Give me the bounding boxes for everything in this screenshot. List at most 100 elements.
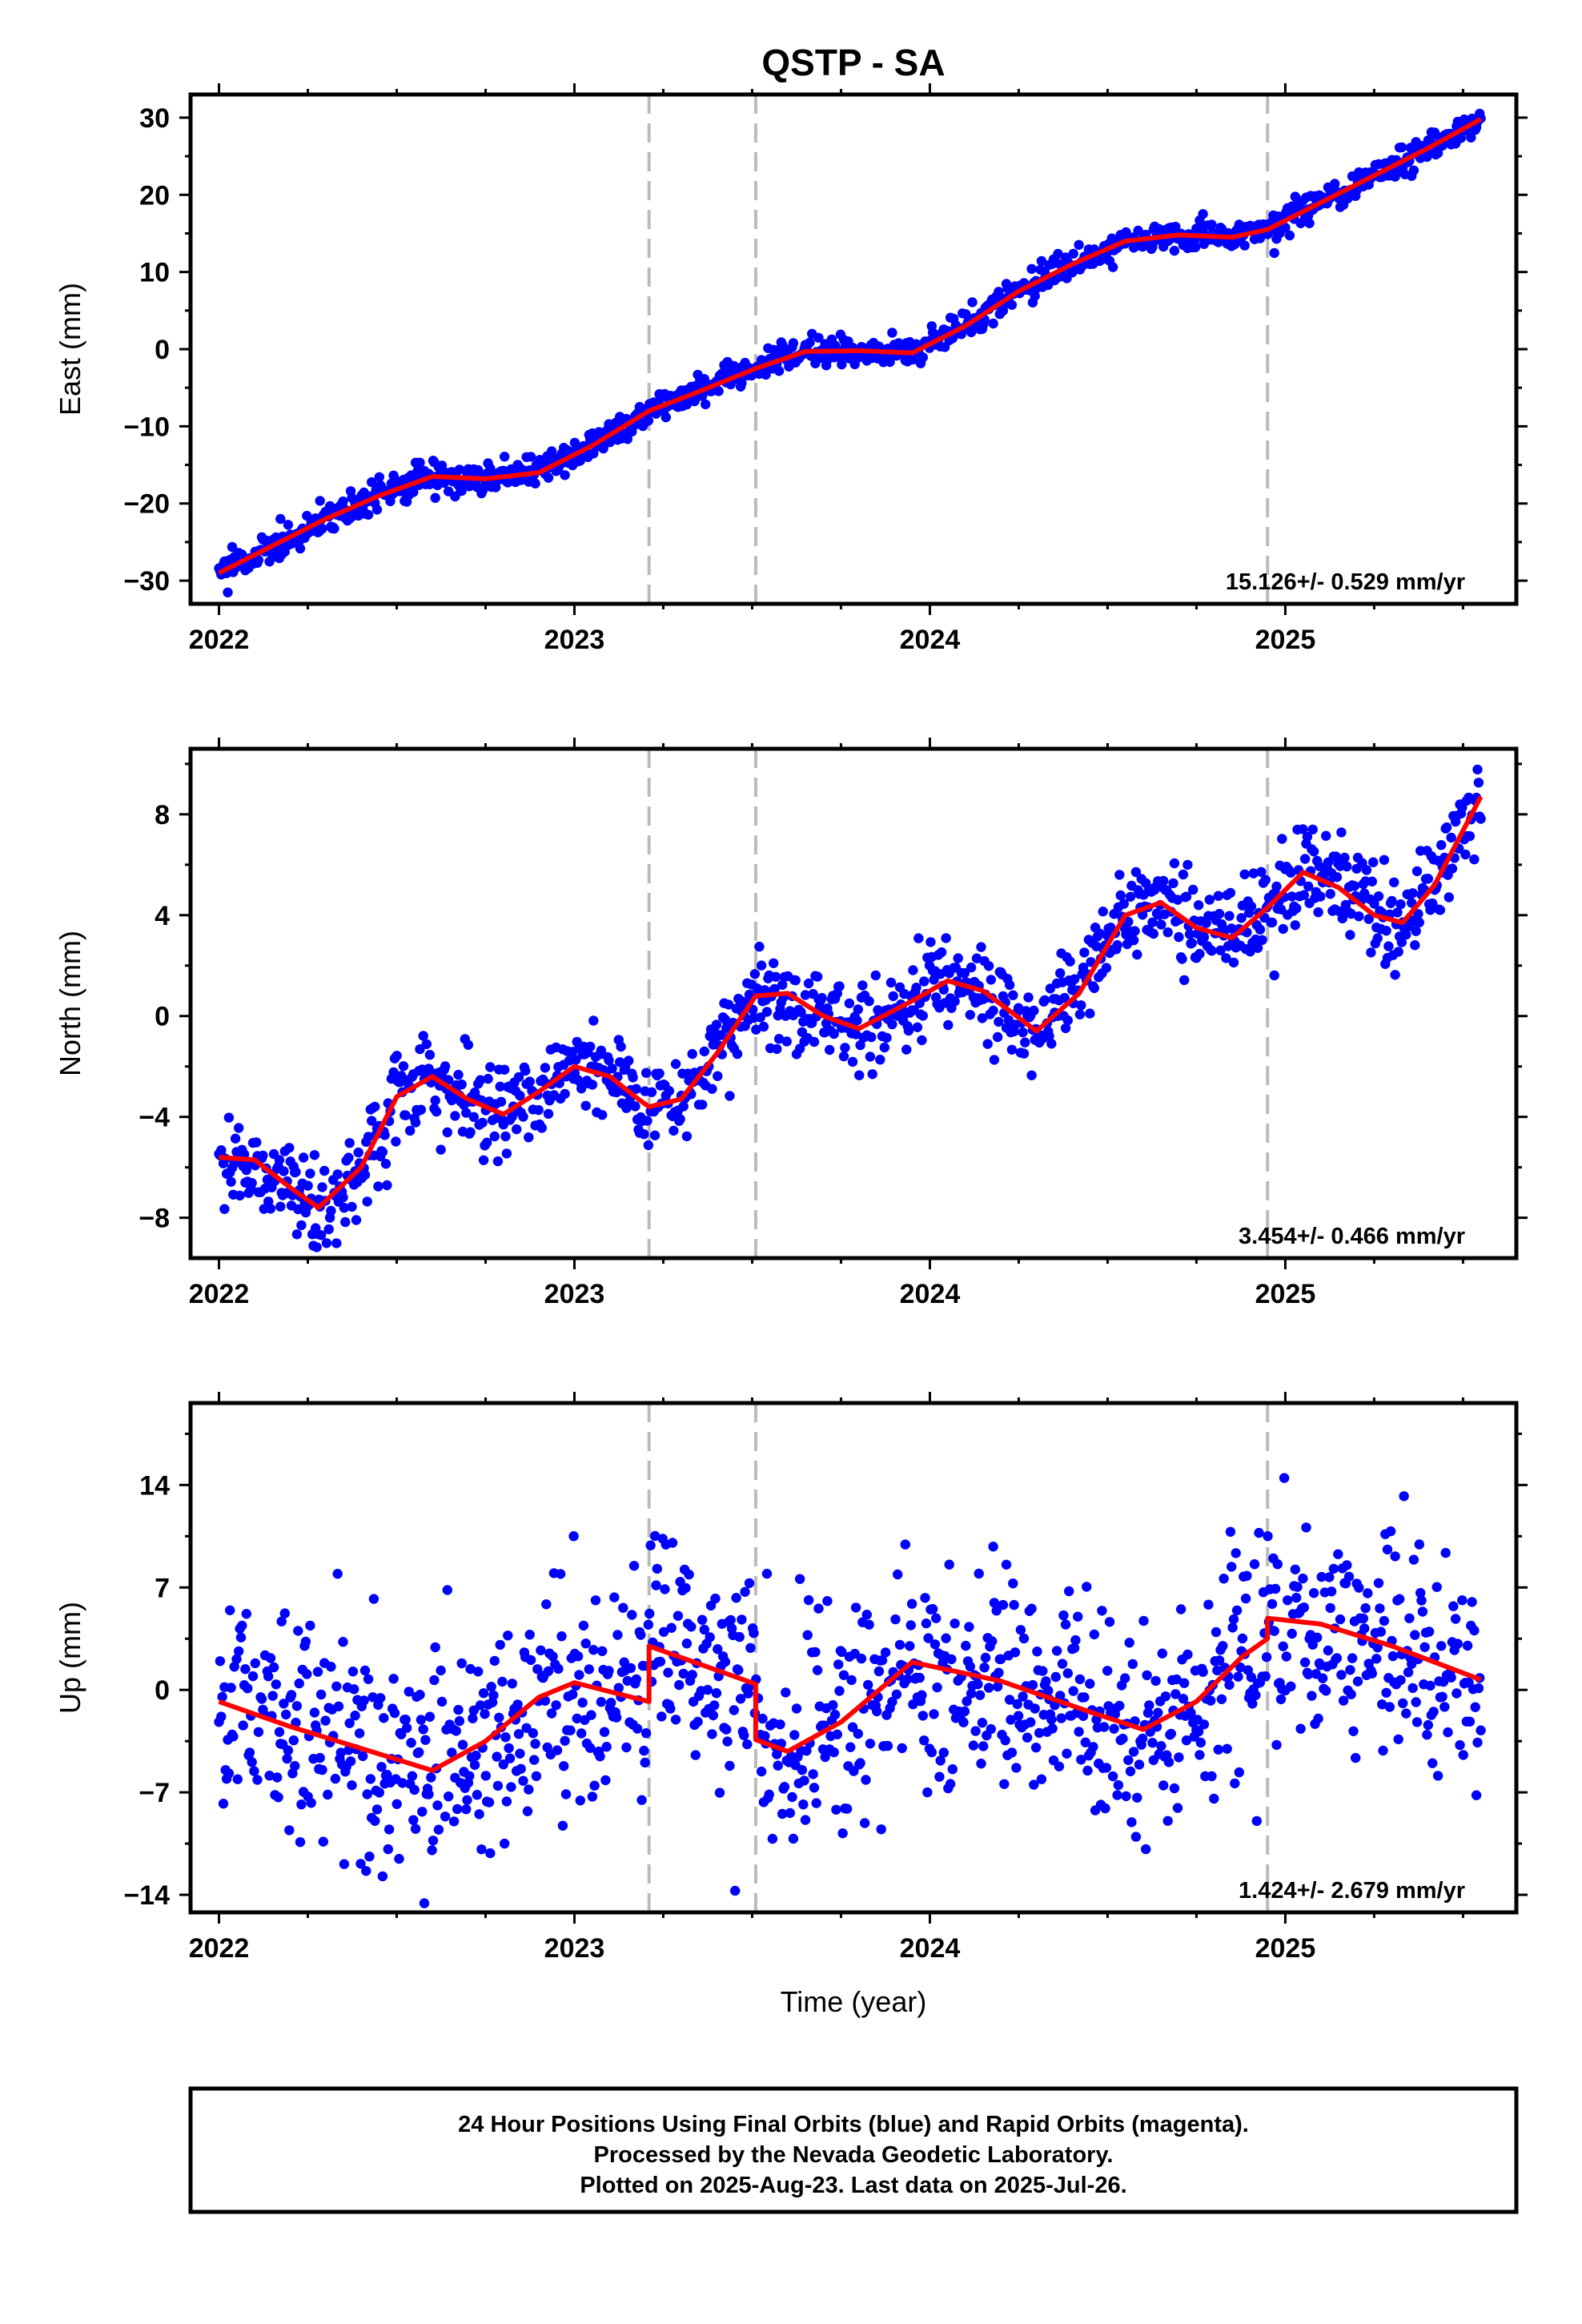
up-observation-point (1006, 1747, 1018, 1758)
north-observation-point (317, 1182, 327, 1192)
north-observation-point (1125, 891, 1136, 903)
up-observation-point (1137, 1733, 1148, 1744)
north-observation-point (760, 985, 770, 995)
up-observation-point (1051, 1646, 1062, 1656)
up-observation-point (643, 1619, 654, 1630)
north-observation-point (1392, 907, 1403, 918)
north-observation-point (1112, 940, 1122, 951)
up-observation-point (272, 1772, 283, 1783)
up-observation-point (609, 1592, 620, 1602)
up-observation-point (568, 1689, 578, 1700)
north-observation-point (773, 1034, 785, 1044)
north-observation-point (809, 1036, 820, 1047)
up-observation-point (734, 1631, 745, 1642)
north-observation-point (492, 1156, 504, 1167)
north-observation-point (251, 1137, 262, 1148)
up-observation-point (354, 1728, 365, 1739)
up-observation-point (1170, 1689, 1181, 1699)
north-observation-point (1446, 832, 1456, 843)
up-observation-point (655, 1656, 666, 1667)
up-observation-point (1018, 1691, 1028, 1702)
up-observation-point (1404, 1613, 1415, 1624)
up-observation-point (597, 1646, 608, 1656)
east-observation-point (1456, 133, 1467, 143)
up-observation-point (673, 1610, 684, 1621)
up-observation-point (1360, 1602, 1371, 1614)
north-observation-point (1389, 877, 1399, 888)
north-observation-point (495, 1081, 505, 1092)
north-observation-point (1331, 872, 1343, 883)
up-observation-point (882, 1740, 893, 1751)
up-observation-point (401, 1723, 412, 1733)
up-observation-point (711, 1688, 722, 1699)
up-observation-point (996, 1654, 1006, 1664)
up-observation-point (525, 1655, 536, 1666)
north-observation-point (1065, 956, 1075, 967)
north-observation-point (223, 1112, 235, 1123)
north-observation-point (852, 1015, 862, 1026)
up-observation-point (945, 1779, 956, 1789)
up-observation-point (640, 1728, 652, 1739)
north-observation-point (1414, 917, 1425, 928)
north-observation-point (1299, 854, 1311, 864)
up-observation-point (1198, 1667, 1208, 1677)
north-observation-point (879, 1042, 890, 1053)
up-observation-point (1299, 1657, 1311, 1667)
north-observation-point (687, 1048, 697, 1059)
north-observation-point (1271, 881, 1282, 892)
up-observation-point (1227, 1562, 1237, 1572)
up-observation-point (845, 1742, 856, 1752)
up-observation-point (1401, 1708, 1411, 1719)
north-observation-point (1186, 938, 1198, 948)
up-observation-point (416, 1715, 427, 1725)
north-observation-point (362, 1196, 372, 1207)
east-observation-point (436, 460, 448, 471)
footer-line-3: Plotted on 2025-Aug-23. Last data on 202… (580, 2173, 1126, 2198)
up-observation-point (1358, 1613, 1369, 1624)
north-observation-point (817, 992, 827, 1003)
up-observation-point (1179, 1678, 1190, 1688)
up-observation-point (513, 1729, 524, 1739)
up-observation-point (451, 1726, 461, 1736)
north-observation-point (1381, 926, 1391, 936)
up-observation-point (1390, 1551, 1400, 1562)
up-observation-point (1234, 1767, 1245, 1778)
north-observation-point (377, 1147, 388, 1157)
north-observation-point (639, 1129, 649, 1140)
north-observation-point (994, 1016, 1004, 1027)
up-observation-point (492, 1780, 504, 1791)
north-observation-point (1020, 1037, 1030, 1047)
north-observation-point (1147, 917, 1158, 928)
up-observation-point (777, 1808, 788, 1819)
up-observation-point (1050, 1671, 1062, 1683)
up-observation-point (396, 1729, 407, 1739)
up-observation-point (1125, 1766, 1136, 1777)
east-observation-point (1284, 230, 1295, 241)
up-observation-point (1279, 1473, 1290, 1483)
up-observation-point (1078, 1711, 1089, 1721)
up-observation-point (1030, 1743, 1042, 1753)
north-observation-point (518, 1112, 528, 1122)
north-observation-point (959, 967, 970, 979)
up-observation-point (309, 1707, 320, 1718)
north-observation-point (482, 1137, 492, 1148)
north-observation-point (340, 1216, 351, 1228)
up-observation-point (713, 1644, 723, 1655)
up-observation-point (382, 1769, 392, 1780)
north-observation-point (913, 933, 924, 943)
north-observation-point (887, 1019, 897, 1030)
up-observation-point (1074, 1727, 1084, 1737)
up-observation-point (1001, 1559, 1012, 1570)
up-observation-point (756, 1766, 767, 1777)
north-observation-point (309, 1150, 320, 1160)
north-observation-point (343, 1152, 354, 1163)
up-observation-point (1062, 1748, 1072, 1759)
up-observation-point (586, 1710, 596, 1720)
up-observation-point (347, 1667, 359, 1677)
up-observation-point (1076, 1755, 1086, 1765)
up-observation-point (1328, 1563, 1339, 1574)
north-observation-point (912, 1022, 923, 1033)
up-observation-point (1303, 1669, 1314, 1679)
up-observation-point (1470, 1702, 1480, 1712)
up-observation-point (1287, 1628, 1297, 1639)
